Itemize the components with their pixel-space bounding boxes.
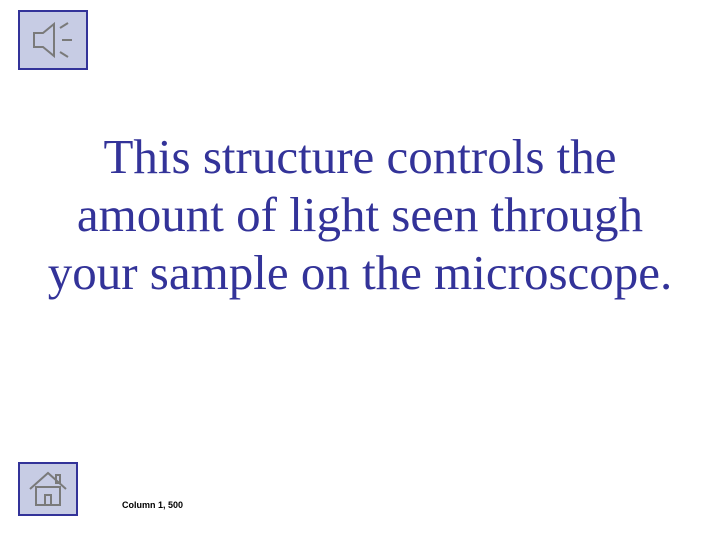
sound-button[interactable] bbox=[18, 10, 88, 70]
home-icon bbox=[26, 469, 70, 509]
slide-footer-label: Column 1, 500 bbox=[122, 500, 183, 510]
slide-main-text: This structure controls the amount of li… bbox=[0, 128, 720, 301]
sound-icon bbox=[26, 18, 80, 62]
home-button[interactable] bbox=[18, 462, 78, 516]
